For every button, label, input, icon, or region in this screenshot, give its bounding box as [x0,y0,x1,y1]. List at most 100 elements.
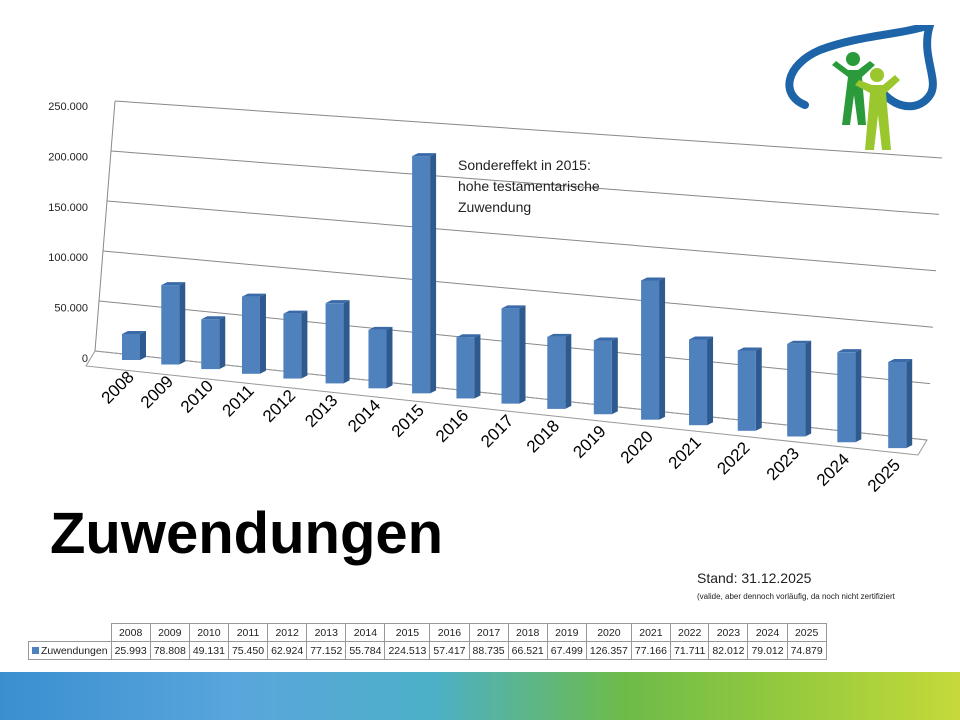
table-cell: 25.993 [110,641,151,660]
bar [787,343,806,437]
gridline [102,250,934,328]
bar-side [343,300,350,384]
bar-side [855,349,862,443]
x-tick-label: 2012 [259,386,299,426]
bar [325,303,344,384]
bar-top [593,337,618,341]
bar-top [641,277,666,281]
bar [641,280,660,420]
x-tick-label: 2023 [763,444,803,484]
bar-top [161,282,186,286]
table-header-cell: 2025 [786,623,827,642]
legend-swatch [32,646,39,654]
table-row: Zuwendungen 25.993 78.808 49.131 75.450 62.92… [28,641,827,660]
table-cell: 49.131 [188,641,229,660]
table-header-cell: 2018 [507,623,548,642]
bar [456,337,475,399]
bar-side [219,316,226,370]
series-name: Zuwendungen [41,644,108,657]
table-header-cell: 2009 [149,623,190,642]
table-cell: 77.152 [306,641,347,660]
table-header-cell: 2023 [708,623,749,642]
bar-top [201,316,226,320]
bar-top [888,358,913,362]
bar-side [805,340,812,437]
x-tick-label: 2018 [523,416,563,456]
annotation-line: hohe testamentarische [458,178,600,194]
y-tick-label: 100.000 [48,252,88,264]
bar-top [283,310,308,314]
bar-top [837,349,862,353]
page-title: Zuwendungen [50,501,444,566]
annotation: Sondereffekt in 2015: hohe testamentaris… [458,155,658,218]
table-cell: 88.735 [468,641,509,660]
x-tick-label: 2016 [432,406,472,446]
y-tick-label: 0 [82,353,88,365]
table-header-cell: 2011 [227,623,269,642]
x-tick-label: 2021 [665,433,705,473]
table-header-cell: 2013 [306,623,347,642]
x-tick-label: 2019 [569,422,609,462]
gridline [114,100,943,159]
table-cell: 77.166 [630,641,672,660]
x-tick-label: 2020 [617,427,657,467]
x-tick-label: 2022 [713,438,753,478]
x-tick-label: 2015 [388,401,428,441]
table-cell: 75.450 [227,641,269,660]
x-tick-label: 2025 [864,456,904,496]
bar-top [689,336,714,340]
table-header-cell: 2008 [110,623,151,642]
table-cell: 82.012 [708,641,749,660]
bar [593,340,612,415]
bar [547,336,566,409]
table-header-cell: 2015 [384,623,431,642]
bar [737,350,756,431]
y-tick-label: 200.000 [48,151,88,163]
y-tick-label: 150.000 [48,202,88,214]
table-cell: 67.499 [546,641,587,660]
bar-top [241,293,266,297]
table-header-cell: 2022 [669,623,710,642]
stand-note: (valide, aber dennoch vorläufig, da noch… [697,592,895,601]
table-cell: 66.521 [507,641,548,660]
bar-side [140,331,146,360]
bar-side [519,305,526,404]
bar-side [301,310,308,379]
table-cell: 78.808 [149,641,190,660]
bar-side [906,358,913,449]
bar [161,285,180,365]
table-header-cell: 2020 [585,623,632,642]
bar [201,319,220,370]
x-tick-label: 2024 [813,450,853,490]
bar [368,329,387,389]
bar [888,361,907,449]
bar [122,334,140,360]
table-cell: 79.012 [747,641,788,660]
table-header-cell: 2017 [468,623,509,642]
x-tick-label: 2013 [301,391,341,431]
decorative-gradient-strip [0,672,960,720]
bar-side [386,326,393,389]
table-header-cell: 2024 [747,623,788,642]
bar-top [122,331,146,335]
stand-date: Stand: 31.12.2025 [697,570,812,586]
table-cell: 57.417 [429,641,470,660]
y-tick-label: 50.000 [54,303,88,315]
bar [689,339,708,426]
gridline [110,150,940,215]
bar-side [430,153,437,394]
bar-top [412,153,437,157]
bar-top [456,334,481,338]
table-cell: 126.357 [585,641,632,660]
bar-side [755,347,762,431]
x-tick-label: 2014 [344,396,384,436]
gridline [106,200,937,272]
table-header-cell: 2010 [188,623,229,642]
table-header-row: 2008 2009 2010 2011 2012 2013 2014 2015 2016 2017… [29,623,827,642]
bar-top [325,300,350,304]
x-tick-label: 2011 [219,381,258,420]
bar-side [611,337,618,415]
table-cell: 71.711 [669,641,710,660]
bar-top [787,340,812,344]
